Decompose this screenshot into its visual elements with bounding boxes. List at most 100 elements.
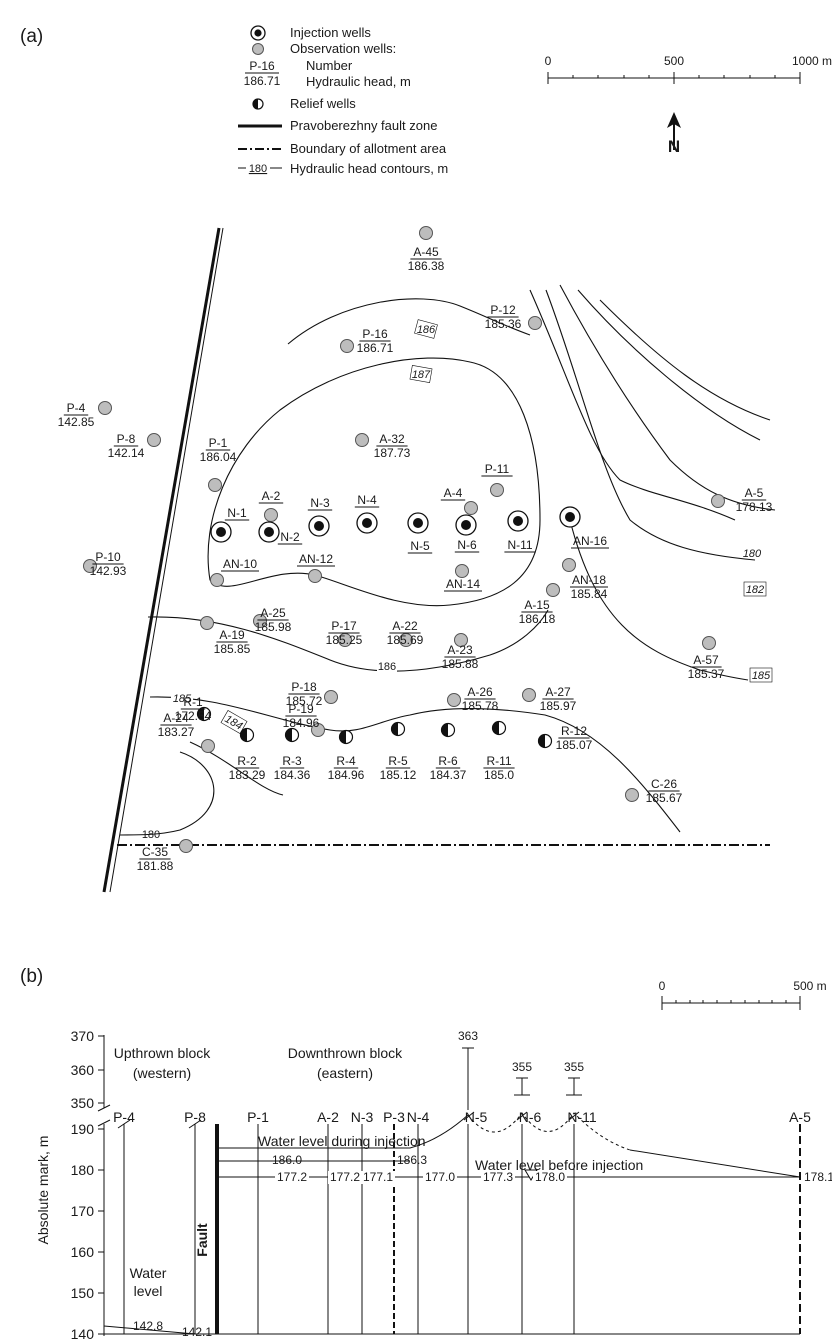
relief-well-label-r-2: R-2 (237, 754, 257, 768)
section-well-name-a-2: A-2 (317, 1109, 339, 1125)
observation-well-label-c-26: C-26 (651, 777, 677, 791)
y-tick-180: 180 (71, 1162, 95, 1178)
observation-well-p-10 (83, 559, 97, 573)
legend-relief-text: Relief wells (290, 96, 356, 111)
y-tick-140: 140 (71, 1326, 95, 1342)
scale-b-500: 500 m (793, 979, 826, 993)
injection-well-an-16 (559, 506, 581, 528)
relief-well-label-r-11: R-11 (486, 754, 511, 768)
section-well-names: P-4 P-8 P-1 A-2 N-3 P-3 N-4 N-5 N-6 N-11 A-5 (113, 1109, 811, 1125)
observation-well-head-a-24: 183.27 (158, 725, 195, 739)
injection-well-label-n-6: N-6 (457, 538, 477, 552)
relief-well-r-4 (338, 729, 354, 745)
observation-well-head-a-57: 185.37 (688, 667, 725, 681)
observation-well-head-p-8: 142.14 (108, 446, 145, 460)
relief-well-head-r-12: 185.07 (556, 738, 593, 752)
section-wells (117, 1047, 801, 1334)
observation-well-a-19 (200, 616, 214, 630)
observation-well-head-p-16: 186.71 (357, 341, 394, 355)
observation-well-label-p-19: P-19 (288, 702, 314, 716)
legend-contour-sample: 180 (249, 163, 267, 175)
upthrown-label: Upthrown block (114, 1045, 211, 1061)
injection-well-label-n-4: N-4 (357, 493, 377, 507)
observation-well-p-11 (490, 483, 504, 497)
before-value-5: 177.3 (483, 1170, 513, 1184)
observation-well-label-a-23: A-23 (447, 643, 473, 657)
relief-well-r-5 (390, 721, 406, 737)
injection-well-n-2 (258, 521, 280, 543)
relief-well-label-r-12: R-12 (561, 724, 587, 738)
contour-label-180-right: 180 (743, 548, 762, 560)
observation-well-label-a-15: A-15 (524, 598, 550, 612)
relief-well-r-11 (491, 720, 507, 736)
observation-well-an-14 (455, 564, 469, 578)
legend-sample-number: P-16 (249, 59, 275, 73)
injection-well-label-n-5: N-5 (410, 539, 430, 553)
observation-well-label-a-24: A-24 (163, 711, 189, 725)
observation-well-p-1 (208, 478, 222, 492)
observation-well-head-p-4: 142.85 (58, 415, 95, 429)
observation-well-p-19 (311, 723, 325, 737)
observation-well-a-5 (711, 494, 725, 508)
relief-well-head-r-2: 183.29 (229, 768, 266, 782)
observation-well-a-15 (546, 583, 560, 597)
relief-well-label-r-3: R-3 (282, 754, 302, 768)
y-tick-150: 150 (71, 1285, 95, 1301)
relief-well-label-r-5: R-5 (388, 754, 408, 768)
upthrown-sublabel: (western) (133, 1065, 191, 1081)
during-injection-label: Water level during injection (258, 1133, 426, 1149)
observation-well-label-p-8: P-8 (117, 432, 136, 446)
observation-well-head-p-17: 185.25 (326, 633, 363, 647)
north-label: N (668, 137, 680, 156)
y-tick-170: 170 (71, 1203, 95, 1219)
observation-well-head-c-26: 185.67 (646, 791, 683, 805)
observation-well-c-35 (179, 839, 193, 853)
observation-well-label-a-4: A-4 (444, 486, 463, 500)
observation-well-a-45 (419, 226, 433, 240)
observation-well-p-12 (528, 316, 542, 330)
y-axis-label: Absolute mark, m (35, 1136, 51, 1245)
map-legend: Injection wells Observation wells: P-16 … (238, 25, 448, 176)
observation-well-label-a-45: A-45 (413, 245, 439, 259)
observation-well-label-a-22: A-22 (392, 619, 418, 633)
observation-well-an-10 (210, 573, 224, 587)
observation-well-a-4 (464, 501, 478, 515)
observation-well-head-p-10: 142.93 (90, 564, 127, 578)
observation-well-an-18 (562, 558, 576, 572)
observation-well-head-an-18: 185.84 (571, 587, 608, 601)
observation-well-c-26 (625, 788, 639, 802)
section-well-name-p-3: P-3 (383, 1109, 405, 1125)
section-well-name-p-4: P-4 (113, 1109, 135, 1125)
injection-wells: N-1 N-2 N-3 N-4 N-5 N-6 N-11 AN-16 (210, 493, 609, 554)
observation-well-p-4 (98, 401, 112, 415)
relief-well-r-1 (196, 706, 212, 722)
observation-well-label-an-18: AN-18 (572, 573, 606, 587)
contour-labels: 186 187 180 182 185 186 185 184 180 (142, 319, 773, 841)
relief-well-r-2 (239, 727, 255, 743)
injection-well-n-5 (407, 512, 429, 534)
before-injection-label: Water level before injection (475, 1157, 643, 1173)
legend-observation-text: Observation wells: (290, 41, 396, 56)
section-y-axis (97, 1035, 111, 1336)
legend-contour-text: Hydraulic head contours, m (290, 161, 448, 176)
downthrown-label: Downthrown block (288, 1045, 403, 1061)
legend-injection-text: Injection wells (290, 25, 371, 40)
top-mark-n11: 355 (564, 1060, 584, 1074)
legend-fault-text: Pravoberezhny fault zone (290, 118, 437, 133)
upthrown-water-sublabel: level (134, 1283, 163, 1299)
legend-relief-symbol (252, 98, 264, 110)
observation-well-label-a-5: A-5 (745, 486, 764, 500)
top-mark-n6: 355 (512, 1060, 532, 1074)
section-well-name-p-1: P-1 (247, 1109, 269, 1125)
injection-well-n-3 (308, 515, 330, 537)
before-value-7: 178.1 (804, 1170, 832, 1184)
observation-well-head-a-25: 185.98 (255, 620, 292, 634)
legend-head-text: Hydraulic head, m (306, 74, 411, 89)
before-value-4: 177.0 (425, 1170, 455, 1184)
scale-b-0: 0 (659, 979, 666, 993)
y-tick-190: 190 (71, 1121, 95, 1137)
upthrown-water-label: Water (130, 1265, 167, 1281)
observation-well-head-p-18: 185.72 (286, 694, 323, 708)
